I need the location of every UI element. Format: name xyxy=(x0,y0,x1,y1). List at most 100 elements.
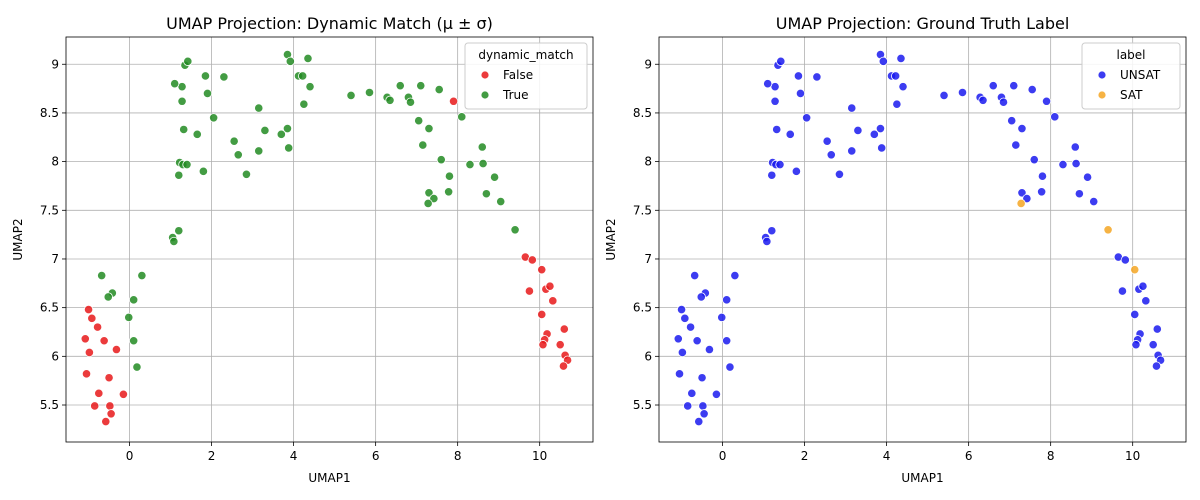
data-point-unsat xyxy=(1058,159,1068,170)
data-point-false xyxy=(537,265,547,275)
data-point-true xyxy=(444,171,455,181)
data-point-false xyxy=(94,388,104,398)
x-tick-label: 6 xyxy=(372,449,380,463)
data-point-true xyxy=(385,95,395,105)
data-point-unsat xyxy=(1041,96,1052,106)
chart-panel-1: 0 2 4 6 8 10 5.5 6 6.5 7 7.5 8 8.5 9 UMAP Projection: … xyxy=(11,14,594,485)
data-point-true xyxy=(414,116,424,126)
data-point-unsat xyxy=(847,103,857,113)
data-point-true xyxy=(132,362,142,372)
data-point-unsat xyxy=(704,344,715,355)
data-point-unsat xyxy=(1138,281,1148,291)
data-point-false xyxy=(548,296,558,306)
data-point-false xyxy=(537,309,547,320)
y-tick-label: 6.5 xyxy=(40,301,59,315)
legend-marker-false xyxy=(480,70,490,80)
y-tick-label: 6 xyxy=(644,349,652,363)
data-point-true xyxy=(97,270,107,281)
legend: dynamic_match False True xyxy=(464,42,588,110)
data-point-true xyxy=(254,103,264,113)
data-point-true xyxy=(282,123,293,134)
data-point-false xyxy=(558,361,569,371)
data-point-false xyxy=(559,324,569,334)
data-point-unsat xyxy=(767,226,777,236)
y-tick-label: 8 xyxy=(51,155,59,169)
x-tick-label: 0 xyxy=(719,449,727,463)
data-point-unsat xyxy=(892,99,902,109)
data-point-unsat xyxy=(1007,116,1017,126)
data-point-unsat xyxy=(763,79,773,89)
legend-label-sat: SAT xyxy=(1120,88,1143,102)
data-point-unsat xyxy=(891,71,901,81)
y-tick-label: 9 xyxy=(51,57,59,71)
data-point-true xyxy=(284,143,294,153)
data-point-unsat xyxy=(875,123,886,134)
data-point-true xyxy=(200,71,211,81)
data-point-unsat xyxy=(690,270,700,281)
y-tick-label: 6.5 xyxy=(633,301,652,315)
data-point-true xyxy=(496,196,506,207)
data-point-unsat xyxy=(1117,286,1128,296)
data-point-true xyxy=(170,79,180,89)
data-point-unsat xyxy=(692,336,702,346)
data-point-true xyxy=(179,124,189,135)
data-point-unsat xyxy=(812,72,822,82)
data-point-unsat xyxy=(939,90,949,101)
y-tick-label: 8 xyxy=(644,155,652,169)
data-point-false xyxy=(84,347,94,358)
legend-title: dynamic_match xyxy=(478,48,573,62)
y-tick-label: 7.5 xyxy=(633,203,652,217)
legend-frame xyxy=(1081,42,1181,110)
data-point-true xyxy=(285,56,295,66)
data-point-true xyxy=(124,312,134,322)
data-point-true xyxy=(260,125,270,136)
data-point-unsat xyxy=(793,71,804,81)
data-point-sat xyxy=(1130,265,1140,275)
legend: label UNSAT SAT xyxy=(1081,42,1181,110)
data-point-unsat xyxy=(898,82,908,92)
x-tick-label: 4 xyxy=(883,449,891,463)
data-point-unsat xyxy=(791,166,801,176)
data-point-true xyxy=(182,159,192,170)
chart-title: UMAP Projection: Dynamic Match (μ ± σ) xyxy=(166,14,493,33)
data-point-true xyxy=(299,99,309,109)
y-tick-label: 9 xyxy=(644,57,652,71)
data-point-true xyxy=(129,295,139,305)
x-axis-label: UMAP1 xyxy=(308,471,350,485)
data-point-unsat xyxy=(834,169,845,179)
data-point-unsat xyxy=(725,362,735,372)
data-point-unsat xyxy=(847,146,857,156)
y-axis-label: UMAP2 xyxy=(604,218,618,260)
x-tick-label: 10 xyxy=(532,449,547,463)
data-point-true xyxy=(436,155,446,165)
x-tick-label: 8 xyxy=(454,449,462,463)
x-tick-label: 4 xyxy=(290,449,298,463)
data-point-unsat xyxy=(699,409,709,419)
data-point-unsat xyxy=(674,369,685,379)
data-point-unsat xyxy=(676,304,687,315)
y-tick-label: 7.5 xyxy=(40,203,59,217)
data-point-true xyxy=(395,81,405,91)
plot-frame xyxy=(658,36,1187,443)
data-point-unsat xyxy=(998,97,1009,107)
data-point-unsat xyxy=(687,388,697,398)
data-point-unsat xyxy=(1037,187,1047,197)
data-point-true xyxy=(424,123,434,134)
data-point-true xyxy=(477,142,487,152)
data-point-unsat xyxy=(717,312,727,322)
data-point-unsat xyxy=(775,159,785,170)
data-point-true xyxy=(219,72,229,82)
data-point-false xyxy=(87,313,97,323)
data-point-unsat xyxy=(826,150,836,160)
y-tick-label: 7 xyxy=(644,252,652,266)
data-point-unsat xyxy=(1070,142,1080,152)
data-point-true xyxy=(405,97,416,107)
data-point-unsat xyxy=(822,136,832,146)
data-point-unsat xyxy=(698,401,708,411)
data-point-true xyxy=(229,136,239,146)
data-point-false xyxy=(527,255,537,265)
data-point-unsat xyxy=(711,389,722,399)
data-point-false xyxy=(106,409,116,419)
data-point-false xyxy=(83,304,94,315)
data-point-unsat xyxy=(776,56,786,66)
